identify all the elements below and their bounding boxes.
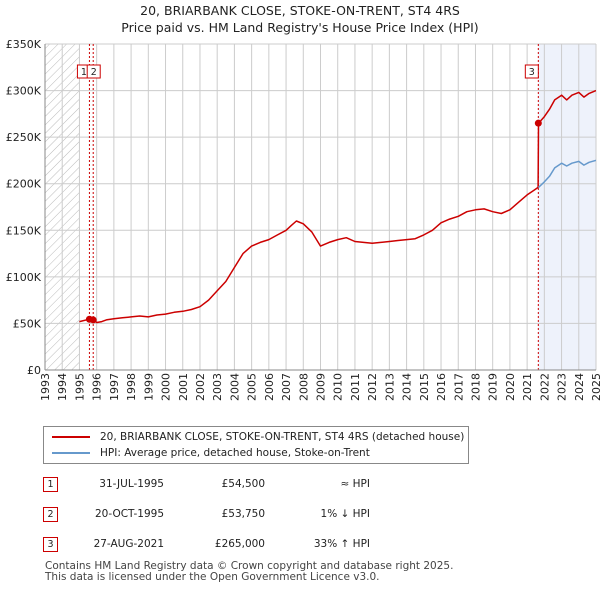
x-tick-label: 2001 [177,373,190,401]
x-tick-label: 2018 [469,373,482,401]
sale-marker-box [524,64,539,79]
sale-number-badge: 2 [43,507,58,522]
chart-title-line-2: Price paid vs. HM Land Registry's House … [121,20,479,35]
x-tick-label: 1995 [73,373,86,401]
hpi-series-line [537,159,596,188]
chart-title-line-1: 20, BRIARBANK CLOSE, STOKE-ON-TRENT, ST4… [140,3,460,18]
table-row: 3 27-AUG-2021 £265,000 33% ↑ HPI [43,534,383,554]
sale-date: 31-JUL-1995 [99,478,164,490]
x-tick-label: 1999 [142,373,155,401]
x-tick-label: 2007 [280,373,293,401]
legend-item-hpi: HPI: Average price, detached house, Stok… [52,445,370,461]
x-tick-label: 2021 [521,373,534,401]
x-tick-label: 1993 [39,373,52,401]
sale-hpi-comparison: 1% ↓ HPI [320,508,370,520]
legend-price-label: 20, BRIARBANK CLOSE, STOKE-ON-TRENT, ST4… [100,431,465,443]
y-tick-label: £200K [6,178,42,191]
x-tick-label: 2004 [228,373,241,401]
table-row: 1 31-JUL-1995 £54,500 ≈ HPI [43,474,383,494]
sale-point [534,119,542,127]
x-tick-label: 1994 [56,373,69,401]
x-tick-label: 2011 [349,373,362,401]
y-tick-label: £50K [13,317,42,330]
y-tick-label: £250K [6,131,42,144]
x-tick-label: 2006 [263,373,276,401]
legend-hpi-label: HPI: Average price, detached house, Stok… [100,447,370,459]
sale-date: 20-OCT-1995 [95,508,164,520]
post-sale-shaded-region [538,44,596,370]
footer-line-2: This data is licensed under the Open Gov… [45,571,380,583]
sale-number-badge: 3 [43,537,58,552]
x-tick-label: 1998 [125,373,138,401]
y-tick-label: £100K [6,271,42,284]
x-tick-label: 2014 [401,373,414,401]
sale-hpi-comparison: ≈ HPI [340,478,370,490]
x-tick-label: 2024 [573,373,586,401]
sale-marker-box [86,64,101,79]
table-row: 2 20-OCT-1995 £53,750 1% ↓ HPI [43,504,383,524]
x-tick-label: 2016 [435,373,448,401]
x-tick-label: 2012 [366,373,379,401]
sale-price: £53,750 [221,508,265,520]
x-tick-label: 2005 [246,373,259,401]
y-tick-label: £150K [6,224,42,237]
footer-attribution: Contains HM Land Registry data © Crown c… [45,561,585,583]
x-tick-label: 2000 [160,373,173,401]
price-line-swatch [52,436,90,438]
price-series-line [79,89,596,324]
y-tick-label: £0 [27,364,41,377]
footer-line-1: Contains HM Land Registry data © Crown c… [45,560,454,572]
legend: 20, BRIARBANK CLOSE, STOKE-ON-TRENT, ST4… [43,426,469,464]
x-tick-label: 2023 [556,373,569,401]
sale-hpi-comparison: 33% ↑ HPI [313,538,370,550]
sale-marker-label: 1 [81,67,87,78]
sale-number-badge: 1 [43,477,58,492]
x-tick-label: 2010 [332,373,345,401]
x-tick-label: 2022 [538,373,551,401]
y-tick-label: £350K [6,38,42,51]
x-tick-label: 2017 [452,373,465,401]
sale-price: £54,500 [221,478,265,490]
x-tick-label: 2020 [504,373,517,401]
y-tick-label: £300K [6,85,42,98]
sale-marker-label: 2 [91,67,97,78]
legend-item-price: 20, BRIARBANK CLOSE, STOKE-ON-TRENT, ST4… [52,429,464,445]
x-tick-label: 2008 [297,373,310,401]
x-tick-label: 2013 [383,373,396,401]
sale-marker-label: 3 [529,67,535,78]
sale-date: 27-AUG-2021 [93,538,164,550]
x-tick-label: 2025 [590,373,600,401]
chart-title: 20, BRIARBANK CLOSE, STOKE-ON-TRENT, ST4… [0,2,600,36]
x-tick-label: 2019 [487,373,500,401]
sale-price: £265,000 [214,538,265,550]
x-tick-label: 2002 [194,373,207,401]
x-tick-label: 2003 [211,373,224,401]
hpi-line-swatch [52,452,90,454]
x-tick-label: 1997 [108,373,121,401]
sale-point [89,316,97,324]
x-tick-label: 1996 [91,373,104,401]
x-tick-label: 2015 [418,373,431,401]
x-tick-label: 2009 [315,373,328,401]
